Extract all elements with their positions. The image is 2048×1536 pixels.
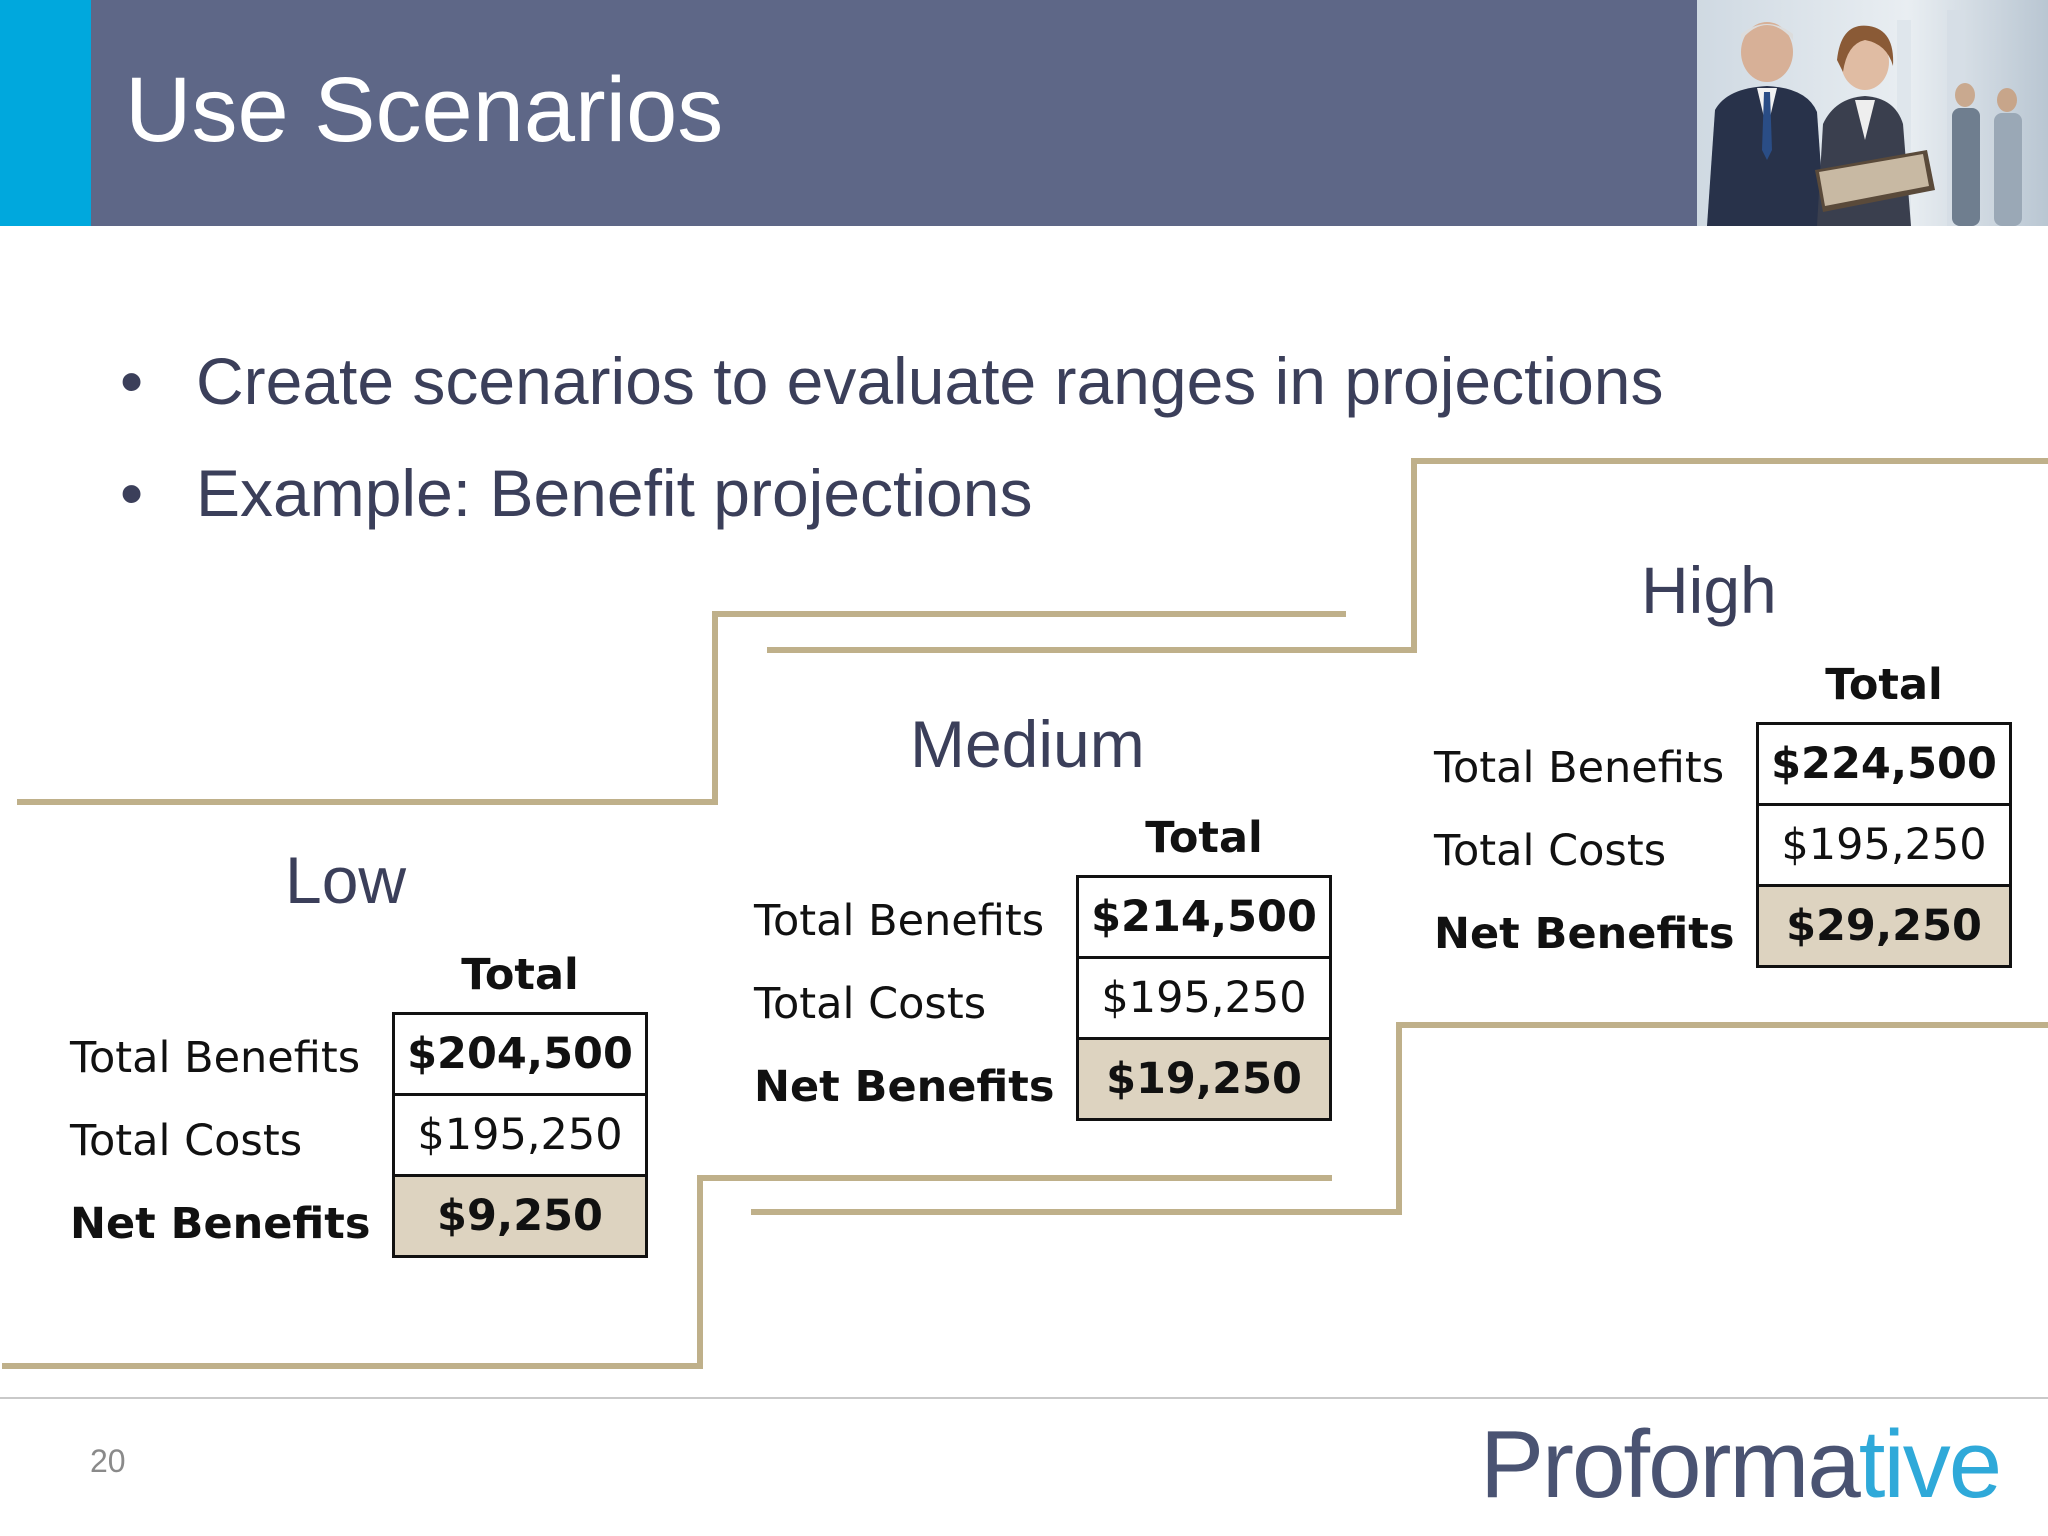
value-net-benefits: $9,250 <box>392 1174 648 1258</box>
values-table-medium: $214,500 $195,250 $19,250 <box>1076 875 1332 1121</box>
slide-title: Use Scenarios <box>125 59 724 161</box>
footer-divider <box>0 1397 2048 1399</box>
scenario-title-medium: Medium <box>910 707 1145 781</box>
header-accent-bar <box>0 0 91 226</box>
bullet-dot: • <box>120 344 144 418</box>
bullet-text: Create scenarios to evaluate ranges in p… <box>196 344 1664 418</box>
value-net-benefits: $19,250 <box>1076 1037 1332 1121</box>
scenario-title-high: High <box>1641 553 1777 627</box>
scenario-title-low: Low <box>285 843 407 917</box>
staircase-decoration <box>2 458 2048 1369</box>
step-line-upper-low <box>17 611 1346 805</box>
page-number: 20 <box>90 1443 126 1479</box>
row-label-total-costs: Total Costs <box>754 979 987 1029</box>
row-label-total-benefits: Total Benefits <box>754 896 1045 946</box>
logo-text-part1: Proforma <box>1480 1411 1861 1518</box>
row-label-total-costs: Total Costs <box>70 1116 303 1166</box>
value-total-benefits: $224,500 <box>1756 722 2012 806</box>
header-photo <box>1697 0 2048 226</box>
step-line-lower-high <box>751 1022 2048 1215</box>
bullet-text: Example: Benefit projections <box>196 456 1033 530</box>
row-label-total-costs: Total Costs <box>1434 826 1667 876</box>
value-total-benefits: $204,500 <box>392 1012 648 1096</box>
row-label-net-benefits: Net Benefits <box>754 1062 1055 1112</box>
proformative-logo: Proformative <box>1480 1410 2002 1520</box>
value-total-costs: $195,250 <box>1076 956 1332 1040</box>
column-header-total: Total <box>1145 813 1263 863</box>
header-bar <box>91 0 1697 226</box>
bullet-dot: • <box>120 456 144 530</box>
bullet-item: • Create scenarios to evaluate ranges in… <box>120 343 1720 423</box>
bullet-item: • Example: Benefit projections <box>120 455 1720 535</box>
values-table-high: $224,500 $195,250 $29,250 <box>1756 722 2012 968</box>
step-line-upper-high <box>767 458 2048 653</box>
values-table-low: $204,500 $195,250 $9,250 <box>392 1012 648 1258</box>
logo-text-part2: tive <box>1858 1411 2002 1518</box>
value-total-costs: $195,250 <box>1756 803 2012 887</box>
value-total-costs: $195,250 <box>392 1093 648 1177</box>
step-line-lower-low <box>2 1175 1332 1369</box>
value-net-benefits: $29,250 <box>1756 884 2012 968</box>
row-label-total-benefits: Total Benefits <box>1434 743 1725 793</box>
column-header-total: Total <box>461 950 579 1000</box>
row-label-total-benefits: Total Benefits <box>70 1033 361 1083</box>
value-total-benefits: $214,500 <box>1076 875 1332 959</box>
column-header-total: Total <box>1825 660 1943 710</box>
row-label-net-benefits: Net Benefits <box>70 1199 371 1249</box>
row-label-net-benefits: Net Benefits <box>1434 909 1735 959</box>
